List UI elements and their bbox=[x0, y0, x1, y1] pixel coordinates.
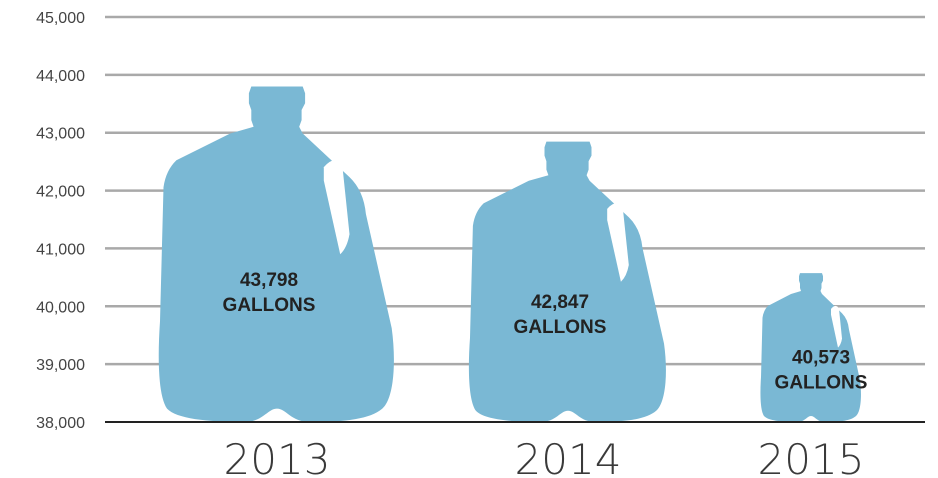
y-tick-label: 39,000 bbox=[36, 357, 85, 374]
y-tick-label: 42,000 bbox=[36, 184, 85, 201]
y-tick-label: 44,000 bbox=[36, 68, 85, 85]
jug-handle-hole bbox=[323, 160, 350, 255]
y-tick-label: 43,000 bbox=[36, 126, 85, 143]
milk-jug-icon bbox=[158, 86, 394, 422]
value-label: 43,798 bbox=[240, 270, 298, 291]
jug-bar-2015: 40,573 GALLONS bbox=[760, 273, 867, 422]
milk-jug-icon bbox=[468, 141, 666, 422]
jug-bar-2014: 42,847 GALLONS bbox=[468, 141, 666, 422]
jug-handle-hole bbox=[607, 203, 629, 282]
value-label: 40,573 bbox=[792, 347, 850, 368]
x-category-label: 2013 bbox=[224, 435, 331, 478]
value-label: 42,847 bbox=[531, 292, 589, 313]
y-tick-label: 41,000 bbox=[36, 241, 85, 258]
jug-handle-hole bbox=[831, 305, 842, 348]
x-axis-category-labels: 2013 2014 2015 bbox=[224, 435, 865, 478]
unit-label: GALLONS bbox=[775, 372, 868, 393]
y-tick-label: 45,000 bbox=[36, 10, 85, 27]
y-axis-tick-labels: 38,000 39,000 40,000 41,000 42,000 43,000 44,0… bbox=[36, 10, 85, 432]
x-category-label: 2014 bbox=[515, 435, 622, 478]
jug-bars: 43,798 GALLONS 42,847 GALLONS 40,573 GALLONS bbox=[158, 86, 867, 422]
y-tick-label: 40,000 bbox=[36, 299, 85, 316]
unit-label: GALLONS bbox=[223, 295, 316, 316]
y-tick-label: 38,000 bbox=[36, 415, 85, 432]
jug-bar-2013: 43,798 GALLONS bbox=[158, 86, 394, 422]
x-category-label: 2015 bbox=[758, 435, 865, 478]
unit-label: GALLONS bbox=[514, 317, 607, 338]
